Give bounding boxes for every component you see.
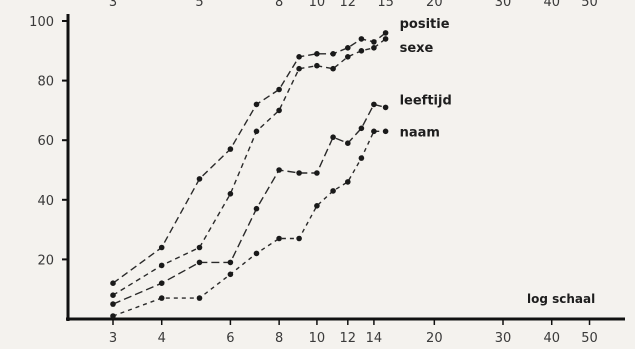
data-point-naam xyxy=(276,235,282,242)
data-point-naam xyxy=(110,313,116,319)
data-point-naam xyxy=(345,179,351,185)
y-tick-label: 60 xyxy=(37,134,54,149)
y-tick-label: 80 xyxy=(37,75,54,90)
data-point-sexe xyxy=(110,292,116,299)
data-point-leeftijd xyxy=(345,140,351,146)
data-point-naam xyxy=(158,295,165,301)
x-tick-label: 10 xyxy=(309,331,326,346)
data-point-naam xyxy=(382,128,389,135)
series-line-positie xyxy=(112,32,387,284)
top-x-tick-label: 15 xyxy=(377,0,394,10)
data-point-positie xyxy=(196,176,203,182)
data-point-naam xyxy=(330,188,336,194)
x-tick-label: 20 xyxy=(426,331,443,346)
scale-note: log schaal xyxy=(527,292,595,306)
series-line-leeftijd xyxy=(112,103,386,305)
data-point-positie xyxy=(110,280,116,287)
data-point-positie xyxy=(314,51,320,57)
data-point-leeftijd xyxy=(382,104,389,111)
series-label-positie: positie xyxy=(400,17,450,32)
data-point-naam xyxy=(253,250,260,257)
data-point-leeftijd xyxy=(276,167,282,173)
data-point-sexe xyxy=(371,45,377,51)
data-point-sexe xyxy=(330,65,336,72)
data-point-naam xyxy=(296,235,302,242)
top-x-tick-label: 8 xyxy=(275,0,283,10)
series-label-sexe: sexe xyxy=(400,41,434,56)
top-x-tick-label: 30 xyxy=(495,0,512,10)
x-tick-label: 4 xyxy=(158,331,166,346)
data-point-positie xyxy=(358,36,365,42)
data-point-leeftijd xyxy=(371,101,377,108)
data-point-naam xyxy=(358,155,365,161)
top-x-tick-label: 40 xyxy=(543,0,560,10)
x-tick-label: 12 xyxy=(340,331,357,346)
data-point-sexe xyxy=(276,107,282,114)
x-tick-label: 14 xyxy=(366,331,383,346)
data-point-leeftijd xyxy=(358,125,365,132)
data-point-sexe xyxy=(253,128,260,135)
data-point-sexe xyxy=(296,65,302,72)
top-x-tick-label: 12 xyxy=(340,0,357,10)
top-x-tick-label: 20 xyxy=(426,0,443,10)
data-point-leeftijd xyxy=(196,259,203,266)
data-point-sexe xyxy=(382,36,389,42)
data-point-sexe xyxy=(358,48,365,54)
x-tick-label: 8 xyxy=(275,331,283,346)
axes xyxy=(62,14,625,325)
data-point-positie xyxy=(253,101,260,108)
series-line-sexe xyxy=(112,38,387,296)
data-point-leeftijd xyxy=(296,170,302,176)
data-point-leeftijd xyxy=(227,259,234,266)
labels-layer: 20406080100346810121420304050100ms358101… xyxy=(29,0,598,346)
series-layer xyxy=(110,30,389,319)
data-point-sexe xyxy=(227,191,234,197)
x-tick-label: 30 xyxy=(495,331,512,346)
data-point-leeftijd xyxy=(253,205,260,212)
top-x-tick-label: 3 xyxy=(109,0,117,10)
series-label-leeftijd: leeftijd xyxy=(400,93,452,108)
data-point-sexe xyxy=(345,54,351,60)
x-tick-label: 3 xyxy=(109,331,117,346)
data-point-sexe xyxy=(314,62,320,69)
top-x-tick-label: 50 xyxy=(581,0,598,10)
data-point-leeftijd xyxy=(314,170,320,176)
data-point-positie xyxy=(227,146,234,152)
series-label-naam: naam xyxy=(400,125,440,140)
data-point-positie xyxy=(276,86,282,93)
data-point-positie xyxy=(296,54,302,60)
y-tick-label: 100 xyxy=(29,15,54,30)
data-point-sexe xyxy=(196,244,203,251)
data-point-positie xyxy=(330,51,336,57)
data-point-leeftijd xyxy=(110,301,116,307)
data-point-naam xyxy=(314,203,320,209)
data-point-positie xyxy=(371,39,377,45)
data-point-sexe xyxy=(158,262,165,269)
data-point-naam xyxy=(196,295,203,301)
data-point-positie xyxy=(382,30,389,36)
y-tick-label: 20 xyxy=(37,253,54,268)
top-x-tick-label: 5 xyxy=(195,0,203,10)
y-tick-label: 40 xyxy=(37,194,54,209)
x-tick-label: 50 xyxy=(581,331,598,346)
data-point-naam xyxy=(371,128,377,135)
data-point-leeftijd xyxy=(158,280,165,287)
x-tick-label: 40 xyxy=(543,331,560,346)
data-point-positie xyxy=(158,244,165,251)
data-point-naam xyxy=(227,271,234,278)
x-tick-label: 6 xyxy=(226,331,234,346)
data-point-positie xyxy=(345,45,351,51)
data-point-leeftijd xyxy=(330,134,336,140)
top-x-tick-label: 10 xyxy=(309,0,326,10)
